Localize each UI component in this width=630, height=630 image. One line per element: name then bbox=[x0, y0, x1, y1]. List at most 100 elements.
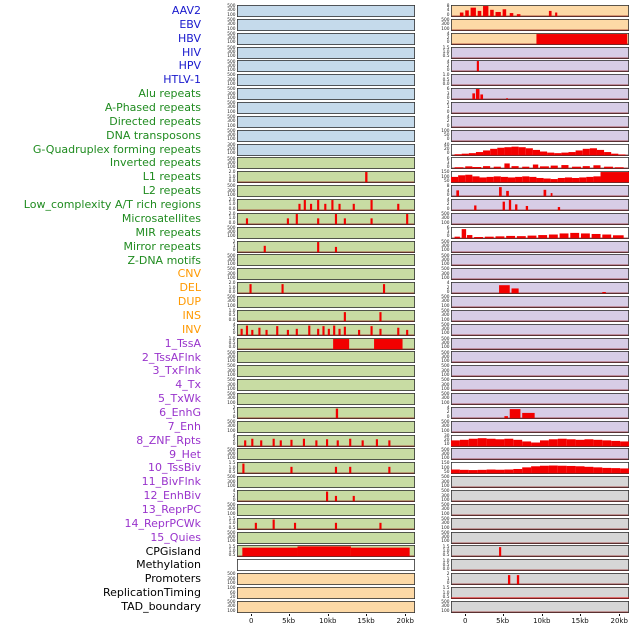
y-tick-label: 100 bbox=[441, 248, 450, 254]
signal-bar bbox=[317, 218, 320, 225]
signal-bar bbox=[540, 151, 548, 155]
y-tick-label: 100 bbox=[441, 511, 450, 517]
track-panel bbox=[451, 462, 629, 475]
signal-bar bbox=[334, 467, 338, 474]
signal-baseline bbox=[238, 472, 414, 474]
track-label: INS bbox=[182, 308, 201, 322]
y-tick-label: 100 bbox=[227, 54, 236, 60]
y-tick-label: 0.5 bbox=[228, 470, 236, 476]
track-label: Directed repeats bbox=[109, 114, 201, 128]
track-panel bbox=[237, 32, 415, 45]
y-tick-label: 1.0 bbox=[442, 73, 450, 79]
signal-bar bbox=[508, 199, 512, 211]
signal-bar bbox=[326, 491, 329, 502]
track-panel bbox=[451, 531, 629, 544]
signal-bar bbox=[516, 235, 526, 238]
y-tick-label: 0.0 bbox=[228, 220, 236, 226]
signal-bar bbox=[584, 438, 594, 446]
track-row-14-reprpcwk: 14_ReprPCWk 1.5 1.0 0.5 500 300 100 bbox=[0, 517, 630, 531]
y-tick-label: 500 bbox=[441, 489, 450, 495]
y-tick-label: 8 bbox=[446, 184, 450, 190]
track-panel bbox=[237, 503, 415, 516]
track-row-aav2: AAV2 500 300 100 8 4 0 bbox=[0, 4, 630, 18]
signal-bar bbox=[370, 218, 373, 225]
signal-bar bbox=[472, 167, 482, 169]
signal-bar bbox=[525, 147, 533, 155]
y-tick-label: 500 bbox=[227, 503, 236, 509]
signal-baseline bbox=[238, 251, 414, 252]
track-label: CPGisland bbox=[145, 544, 201, 558]
track-panel bbox=[237, 4, 415, 17]
signal-bar bbox=[454, 236, 460, 238]
signal-bar bbox=[298, 203, 301, 211]
signal-baseline bbox=[452, 569, 628, 571]
y-tick-label: 300 bbox=[441, 341, 450, 347]
track-label: 2_TssAFlnk bbox=[141, 350, 201, 364]
y-tick-label: 0 bbox=[446, 95, 450, 101]
signal-bar bbox=[484, 236, 494, 238]
signal-baseline bbox=[452, 389, 628, 391]
y-tick-label: 500 bbox=[441, 253, 450, 259]
left-y-axis-ticks: 500 300 100 bbox=[205, 87, 237, 100]
signal-bar bbox=[477, 437, 487, 446]
signal-bar bbox=[499, 547, 502, 557]
signal-bar bbox=[251, 438, 254, 446]
y-tick-label: 100 bbox=[441, 128, 450, 134]
signal-bar bbox=[317, 328, 320, 335]
right-y-axis-ticks: 150 100 50 bbox=[436, 462, 451, 475]
signal-bar bbox=[338, 328, 341, 335]
signal-bar bbox=[516, 575, 520, 585]
y-tick-label: 150 bbox=[441, 170, 450, 176]
track-row-1-tssa: 1_TssA 1.0 0.5 0.0 500 300 100 bbox=[0, 337, 630, 351]
signal-baseline bbox=[452, 403, 628, 405]
left-y-axis-ticks: 1.5 1.0 0.5 bbox=[205, 545, 237, 558]
track-row-6-enhg: 6_EnhG 2 1 0 4 2 0 bbox=[0, 406, 630, 420]
signal-bar bbox=[350, 548, 410, 557]
y-tick-label: 100 bbox=[227, 82, 236, 88]
signal-bar bbox=[474, 205, 477, 211]
x-tick-label: 5kb bbox=[282, 617, 296, 626]
y-tick-label: 500 bbox=[441, 447, 450, 453]
track-row-3-txflnk: 3_TxFlnk 500 300 100 500 300 100 bbox=[0, 364, 630, 378]
x-tick-mark bbox=[251, 613, 253, 617]
signal-bar bbox=[515, 177, 523, 183]
right-y-axis-ticks: 150 100 50 bbox=[436, 170, 451, 184]
signal-baseline bbox=[452, 375, 628, 377]
y-tick-label: 500 bbox=[227, 184, 236, 190]
signal-bar bbox=[566, 438, 576, 446]
signal-bar bbox=[474, 236, 484, 238]
signal-bar bbox=[557, 178, 565, 183]
y-tick-label: 300 bbox=[441, 493, 450, 499]
signal-bar bbox=[338, 203, 341, 211]
y-tick-label: 1.0 bbox=[228, 216, 236, 222]
signal-bar bbox=[279, 439, 282, 446]
track-row-hbv: HBV 500 300 100 4 2 0 bbox=[0, 32, 630, 46]
signal-bar bbox=[479, 177, 487, 183]
y-tick-label: 300 bbox=[227, 22, 236, 28]
signal-baseline bbox=[238, 348, 414, 349]
track-panel bbox=[237, 448, 415, 461]
y-tick-label: 2 bbox=[446, 101, 450, 107]
signal-bar bbox=[486, 177, 494, 183]
y-tick-label: 0 bbox=[446, 289, 450, 295]
y-tick-label: 20 bbox=[444, 147, 450, 153]
x-tick-label: 15kb bbox=[571, 617, 589, 626]
signal-bar bbox=[276, 325, 279, 335]
right-y-axis-ticks: 500 300 100 bbox=[436, 503, 451, 517]
signal-baseline bbox=[238, 334, 414, 335]
signal-bar bbox=[370, 325, 373, 335]
signal-bar bbox=[504, 415, 508, 419]
y-tick-label: 300 bbox=[441, 451, 450, 457]
signal-bar bbox=[263, 245, 266, 252]
signal-bar bbox=[531, 466, 540, 474]
signal-bar bbox=[472, 93, 476, 100]
track-panel bbox=[451, 503, 629, 516]
signal-bar bbox=[572, 178, 580, 183]
track-panel bbox=[451, 309, 629, 322]
y-tick-label: 100 bbox=[441, 456, 450, 462]
track-panel bbox=[237, 115, 415, 128]
